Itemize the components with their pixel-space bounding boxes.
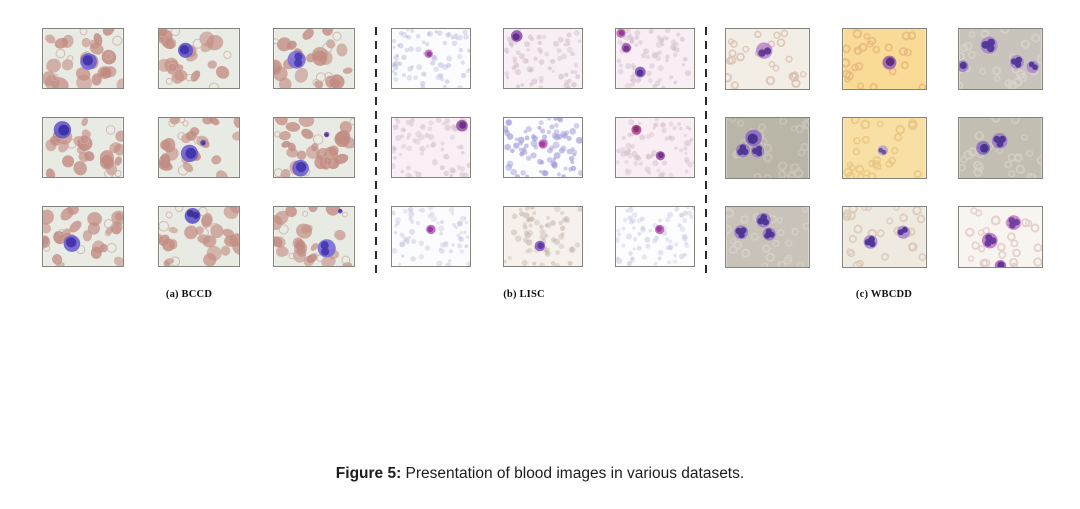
micrograph-tile-lisc-r1c1 xyxy=(391,28,471,89)
micrograph-tile-wbcdd-r1c3 xyxy=(958,28,1043,90)
micrograph-tile-lisc-r1c2 xyxy=(503,28,583,89)
micrograph-tile-wbcdd-r3c1 xyxy=(725,206,810,268)
micrograph-tile-lisc-r3c2 xyxy=(503,206,583,267)
dashed-separator xyxy=(705,27,707,274)
micrograph-tile-lisc-r2c3 xyxy=(615,117,695,178)
dashed-separator xyxy=(375,27,377,274)
micrograph-tile-lisc-r2c2 xyxy=(503,117,583,178)
group-label-wbcdd: (c) WBCDD xyxy=(855,289,913,300)
micrograph-tile-bccd-r2c2 xyxy=(158,117,240,178)
group-label-lisc: (b) LISC xyxy=(503,289,545,300)
micrograph-tile-bccd-r3c1 xyxy=(42,206,124,267)
micrograph-tile-bccd-r2c1 xyxy=(42,117,124,178)
micrograph-tile-wbcdd-r2c2 xyxy=(842,117,927,179)
micrograph-tile-wbcdd-r1c1 xyxy=(725,28,810,90)
micrograph-tile-bccd-r3c3 xyxy=(273,206,355,267)
group-label-bccd: (a) BCCD xyxy=(165,289,213,300)
micrograph-tile-wbcdd-r3c2 xyxy=(842,206,927,268)
micrograph-tile-wbcdd-r2c3 xyxy=(958,117,1043,179)
micrograph-tile-wbcdd-r2c1 xyxy=(725,117,810,179)
micrograph-tile-lisc-r1c3 xyxy=(615,28,695,89)
caption-number-label: Figure 5: xyxy=(335,465,402,482)
micrograph-tile-bccd-r1c2 xyxy=(158,28,240,89)
micrograph-tile-lisc-r3c1 xyxy=(391,206,471,267)
micrograph-tile-wbcdd-r1c2 xyxy=(842,28,927,90)
figure-caption: Figure 5: Presentation of blood images i… xyxy=(0,465,1080,483)
caption-text: Presentation of blood images in various … xyxy=(401,465,745,482)
micrograph-tile-bccd-r3c2 xyxy=(158,206,240,267)
micrograph-tile-lisc-r2c1 xyxy=(391,117,471,178)
micrograph-tile-bccd-r1c3 xyxy=(273,28,355,89)
micrograph-tile-lisc-r3c3 xyxy=(615,206,695,267)
micrograph-tile-wbcdd-r3c3 xyxy=(958,206,1043,268)
micrograph-tile-bccd-r2c3 xyxy=(273,117,355,178)
micrograph-tile-bccd-r1c1 xyxy=(42,28,124,89)
